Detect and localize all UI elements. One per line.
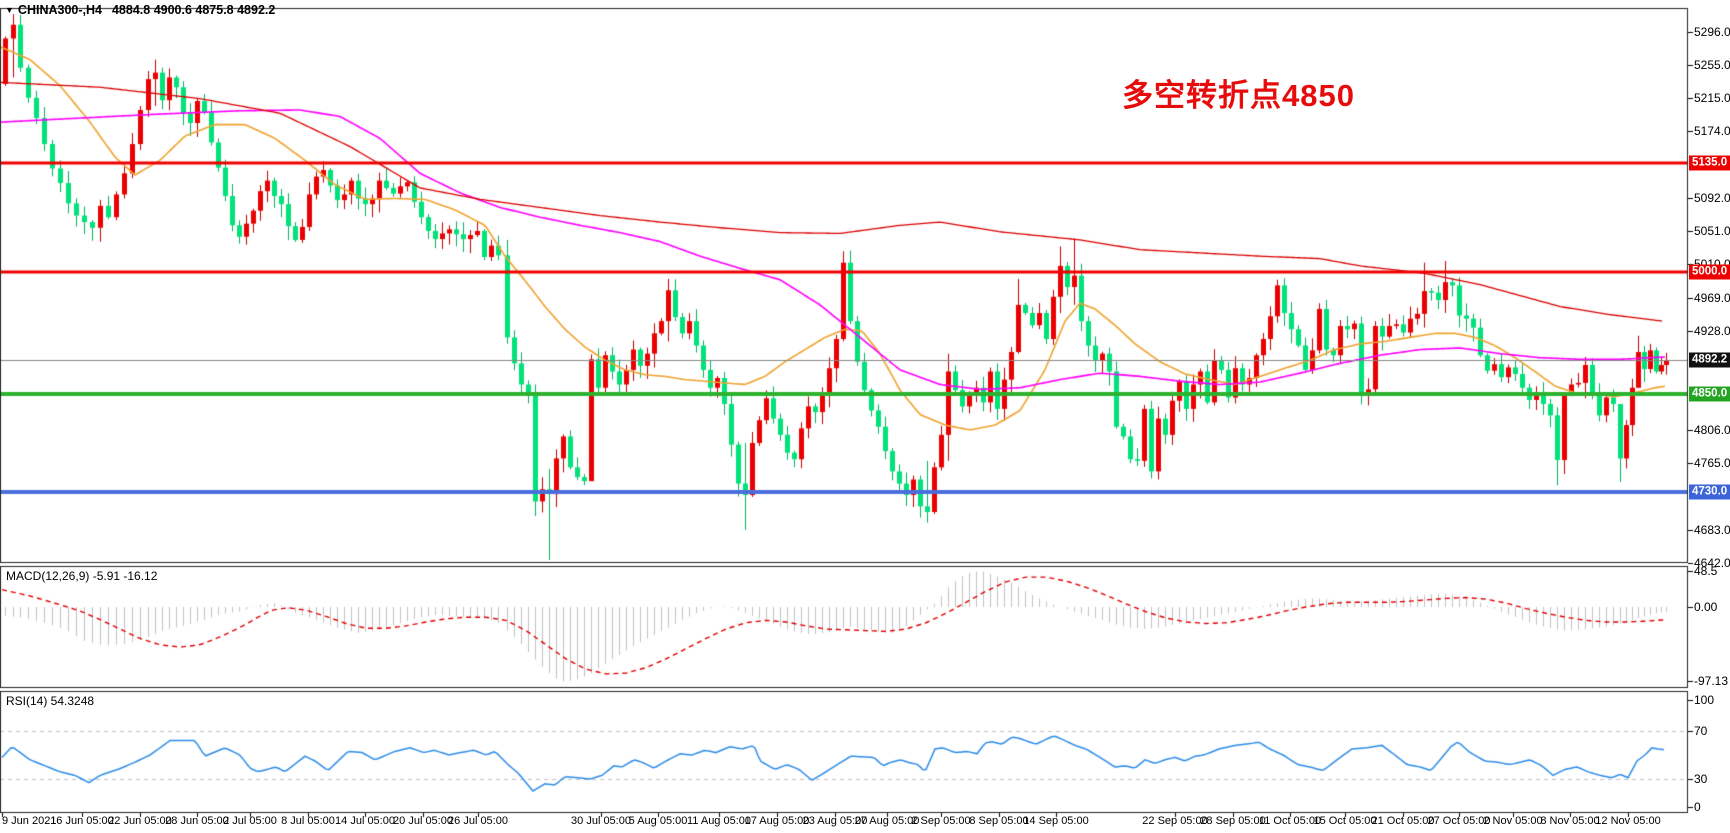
date-tick-label: 26 Jul 05:00 [448,815,508,827]
macd-axis-label: -97.13 [1694,674,1729,688]
date-tick-label: 27 Oct 05:00 [1427,815,1491,827]
price-badge: 4850.0 [1689,386,1730,402]
rsi-axis-label: 30 [1694,772,1708,786]
chart-expander-icon[interactable]: ▼ [5,5,14,15]
rsi-axis-label: 0 [1694,800,1701,814]
date-tick-label: 8 Nov 05:00 [1540,815,1600,827]
price-tick-label: 4642.0 [1694,556,1730,571]
rsi-indicator-label: RSI(14) 54.3248 [6,694,95,708]
date-tick-label: 22 Sep 05:00 [1142,815,1208,827]
date-tick-label: 21 Oct 05:00 [1371,815,1435,827]
date-tick-label: 22 Jun 05:00 [108,815,172,827]
ohlc-values: 4884.8 4900.6 4875.8 4892.2 [111,3,276,17]
date-tick-label: 23 Aug 05:00 [802,815,868,827]
rsi-panel-area[interactable] [0,691,1688,813]
date-tick-label: 27 Aug 05:00 [854,815,920,827]
date-tick-label: 15 Oct 05:00 [1313,815,1377,827]
price-tick-label: 5092.0 [1694,190,1730,205]
rsi-axis-label: 70 [1694,724,1708,738]
price-badge: 4730.0 [1689,484,1730,500]
date-tick-label: 2 Sep 05:00 [911,815,971,827]
price-tick-label: 4928.0 [1694,323,1730,338]
date-tick-label: 11 Oct 05:00 [1258,815,1322,827]
symbol-name: CHINA300-,H4 [17,3,102,17]
date-tick-label: 12 Nov 05:00 [1595,815,1661,827]
symbol-quote-bar: ▼ CHINA300-,H4 4884.8 4900.6 4875.8 4892.2 [5,3,275,17]
date-tick-label: 16 Jun 05:00 [50,815,114,827]
macd-axis-label: 48.5 [1694,564,1718,578]
date-tick-label: 8 Sep 05:00 [969,815,1029,827]
price-tick-label: 5174.0 [1694,124,1730,139]
price-badge: 5000.0 [1689,264,1730,280]
date-tick-label: 14 Sep 05:00 [1023,815,1089,827]
price-badge: 4892.2 [1689,352,1730,368]
rsi-axis-label: 100 [1694,693,1715,707]
date-tick-label: 8 Jul 05:00 [281,815,335,827]
price-tick-label: 4969.0 [1694,290,1730,305]
price-tick-label: 5051.0 [1694,223,1730,238]
price-tick-label: 5296.0 [1694,25,1730,39]
chart-annotation-text: 多空转折点4850 [1122,78,1355,113]
date-tick-label: 28 Jun 05:00 [165,815,229,827]
macd-panel-area[interactable] [0,566,1688,688]
price-tick-label: 5255.0 [1694,58,1730,73]
date-tick-label: 30 Jul 05:00 [571,815,631,827]
date-tick-label: 5 Aug 05:00 [628,815,688,827]
date-tick-label: 9 Jun 2021 [2,815,57,827]
price-badge: 5135.0 [1689,155,1730,171]
macd-axis-label: 0.00 [1694,600,1718,614]
price-tick-label: 4806.0 [1694,422,1730,437]
date-tick-label: 14 Jul 05:00 [335,815,395,827]
macd-indicator-label: MACD(12,26,9) -5.91 -16.12 [6,569,158,583]
main-chart-area[interactable] [0,8,1688,563]
date-tick-label: 17 Aug 05:00 [744,815,810,827]
price-tick-label: 5215.0 [1694,90,1730,105]
date-tick-label: 20 Jul 05:00 [393,815,453,827]
date-tick-label: 11 Aug 05:00 [686,815,752,827]
date-tick-label: 28 Sep 05:00 [1200,815,1266,827]
date-tick-label: 2 Jul 05:00 [223,815,277,827]
price-axis[interactable] [1688,0,1730,813]
price-tick-label: 4765.0 [1694,456,1730,471]
date-tick-label: 2 Nov 05:00 [1483,815,1543,827]
price-tick-label: 4683.0 [1694,522,1730,537]
